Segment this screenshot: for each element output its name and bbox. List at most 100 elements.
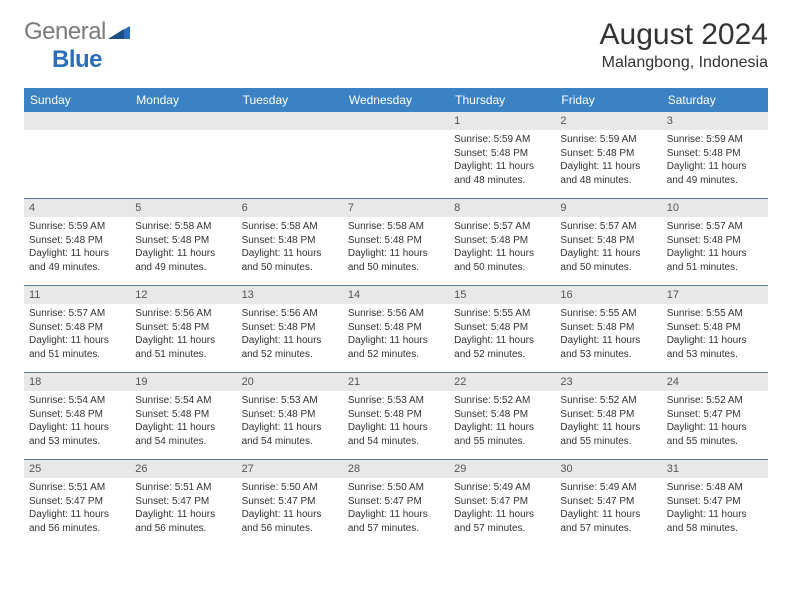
day-details: Sunrise: 5:53 AMSunset: 5:48 PMDaylight:… <box>343 391 449 454</box>
calendar-week: 25Sunrise: 5:51 AMSunset: 5:47 PMDayligh… <box>24 460 768 546</box>
daylight-text: Daylight: 11 hours and 53 minutes. <box>560 334 656 361</box>
day-number: 9 <box>555 199 661 217</box>
weekday-header: Sunday <box>24 88 130 112</box>
day-number: 31 <box>662 460 768 478</box>
daylight-text: Daylight: 11 hours and 52 minutes. <box>348 334 444 361</box>
day-number: 30 <box>555 460 661 478</box>
day-cell <box>343 112 449 198</box>
day-details: Sunrise: 5:52 AMSunset: 5:47 PMDaylight:… <box>662 391 768 454</box>
sunset-text: Sunset: 5:47 PM <box>135 495 231 509</box>
sunrise-text: Sunrise: 5:53 AM <box>242 394 338 408</box>
month-title: August 2024 <box>600 18 768 52</box>
weekday-header: Saturday <box>662 88 768 112</box>
day-cell <box>24 112 130 198</box>
day-details: Sunrise: 5:57 AMSunset: 5:48 PMDaylight:… <box>24 304 130 367</box>
day-details: Sunrise: 5:55 AMSunset: 5:48 PMDaylight:… <box>449 304 555 367</box>
day-cell: 10Sunrise: 5:57 AMSunset: 5:48 PMDayligh… <box>662 199 768 285</box>
calendar-week: 4Sunrise: 5:59 AMSunset: 5:48 PMDaylight… <box>24 199 768 286</box>
day-details: Sunrise: 5:57 AMSunset: 5:48 PMDaylight:… <box>662 217 768 280</box>
day-details: Sunrise: 5:56 AMSunset: 5:48 PMDaylight:… <box>130 304 236 367</box>
sunset-text: Sunset: 5:48 PM <box>348 234 444 248</box>
sunset-text: Sunset: 5:48 PM <box>560 321 656 335</box>
daylight-text: Daylight: 11 hours and 56 minutes. <box>29 508 125 535</box>
daylight-text: Daylight: 11 hours and 57 minutes. <box>348 508 444 535</box>
sunset-text: Sunset: 5:47 PM <box>667 408 763 422</box>
sunrise-text: Sunrise: 5:56 AM <box>242 307 338 321</box>
day-details: Sunrise: 5:52 AMSunset: 5:48 PMDaylight:… <box>555 391 661 454</box>
day-details: Sunrise: 5:51 AMSunset: 5:47 PMDaylight:… <box>130 478 236 541</box>
day-details: Sunrise: 5:53 AMSunset: 5:48 PMDaylight:… <box>237 391 343 454</box>
daylight-text: Daylight: 11 hours and 49 minutes. <box>135 247 231 274</box>
sunset-text: Sunset: 5:47 PM <box>560 495 656 509</box>
day-details: Sunrise: 5:49 AMSunset: 5:47 PMDaylight:… <box>555 478 661 541</box>
day-cell: 5Sunrise: 5:58 AMSunset: 5:48 PMDaylight… <box>130 199 236 285</box>
sunset-text: Sunset: 5:48 PM <box>242 408 338 422</box>
day-number: 11 <box>24 286 130 304</box>
sunset-text: Sunset: 5:47 PM <box>348 495 444 509</box>
sunrise-text: Sunrise: 5:59 AM <box>29 220 125 234</box>
day-cell: 15Sunrise: 5:55 AMSunset: 5:48 PMDayligh… <box>449 286 555 372</box>
sunset-text: Sunset: 5:48 PM <box>348 408 444 422</box>
day-details: Sunrise: 5:59 AMSunset: 5:48 PMDaylight:… <box>24 217 130 280</box>
daylight-text: Daylight: 11 hours and 51 minutes. <box>135 334 231 361</box>
day-number <box>24 112 130 130</box>
day-number: 3 <box>662 112 768 130</box>
day-number: 13 <box>237 286 343 304</box>
sunset-text: Sunset: 5:48 PM <box>135 408 231 422</box>
day-cell: 24Sunrise: 5:52 AMSunset: 5:47 PMDayligh… <box>662 373 768 459</box>
sunset-text: Sunset: 5:47 PM <box>454 495 550 509</box>
day-cell: 31Sunrise: 5:48 AMSunset: 5:47 PMDayligh… <box>662 460 768 546</box>
sunrise-text: Sunrise: 5:57 AM <box>560 220 656 234</box>
day-cell: 13Sunrise: 5:56 AMSunset: 5:48 PMDayligh… <box>237 286 343 372</box>
day-cell: 6Sunrise: 5:58 AMSunset: 5:48 PMDaylight… <box>237 199 343 285</box>
daylight-text: Daylight: 11 hours and 52 minutes. <box>454 334 550 361</box>
sunset-text: Sunset: 5:48 PM <box>454 147 550 161</box>
day-cell: 21Sunrise: 5:53 AMSunset: 5:48 PMDayligh… <box>343 373 449 459</box>
day-cell: 23Sunrise: 5:52 AMSunset: 5:48 PMDayligh… <box>555 373 661 459</box>
sunrise-text: Sunrise: 5:56 AM <box>135 307 231 321</box>
day-cell: 1Sunrise: 5:59 AMSunset: 5:48 PMDaylight… <box>449 112 555 198</box>
logo-triangle-icon <box>108 18 130 46</box>
day-details: Sunrise: 5:55 AMSunset: 5:48 PMDaylight:… <box>662 304 768 367</box>
day-cell: 8Sunrise: 5:57 AMSunset: 5:48 PMDaylight… <box>449 199 555 285</box>
day-number: 12 <box>130 286 236 304</box>
daylight-text: Daylight: 11 hours and 50 minutes. <box>560 247 656 274</box>
sunset-text: Sunset: 5:48 PM <box>560 408 656 422</box>
sunrise-text: Sunrise: 5:54 AM <box>29 394 125 408</box>
day-details: Sunrise: 5:52 AMSunset: 5:48 PMDaylight:… <box>449 391 555 454</box>
day-number: 27 <box>237 460 343 478</box>
sunrise-text: Sunrise: 5:52 AM <box>560 394 656 408</box>
daylight-text: Daylight: 11 hours and 49 minutes. <box>29 247 125 274</box>
day-number <box>237 112 343 130</box>
sunrise-text: Sunrise: 5:58 AM <box>348 220 444 234</box>
daylight-text: Daylight: 11 hours and 50 minutes. <box>454 247 550 274</box>
day-number: 10 <box>662 199 768 217</box>
day-details: Sunrise: 5:56 AMSunset: 5:48 PMDaylight:… <box>237 304 343 367</box>
daylight-text: Daylight: 11 hours and 57 minutes. <box>454 508 550 535</box>
day-number: 15 <box>449 286 555 304</box>
daylight-text: Daylight: 11 hours and 53 minutes. <box>667 334 763 361</box>
sunrise-text: Sunrise: 5:57 AM <box>29 307 125 321</box>
day-cell: 2Sunrise: 5:59 AMSunset: 5:48 PMDaylight… <box>555 112 661 198</box>
weekday-header: Monday <box>130 88 236 112</box>
day-cell: 29Sunrise: 5:49 AMSunset: 5:47 PMDayligh… <box>449 460 555 546</box>
daylight-text: Daylight: 11 hours and 54 minutes. <box>242 421 338 448</box>
sunrise-text: Sunrise: 5:59 AM <box>667 133 763 147</box>
day-number: 16 <box>555 286 661 304</box>
calendar-week: 1Sunrise: 5:59 AMSunset: 5:48 PMDaylight… <box>24 112 768 199</box>
daylight-text: Daylight: 11 hours and 54 minutes. <box>348 421 444 448</box>
weekday-header: Tuesday <box>237 88 343 112</box>
sunrise-text: Sunrise: 5:56 AM <box>348 307 444 321</box>
day-number: 7 <box>343 199 449 217</box>
sunset-text: Sunset: 5:48 PM <box>135 321 231 335</box>
weekday-header-row: SundayMondayTuesdayWednesdayThursdayFrid… <box>24 88 768 112</box>
daylight-text: Daylight: 11 hours and 57 minutes. <box>560 508 656 535</box>
sunrise-text: Sunrise: 5:58 AM <box>242 220 338 234</box>
day-details: Sunrise: 5:54 AMSunset: 5:48 PMDaylight:… <box>130 391 236 454</box>
day-number: 8 <box>449 199 555 217</box>
sunset-text: Sunset: 5:48 PM <box>667 321 763 335</box>
day-details: Sunrise: 5:54 AMSunset: 5:48 PMDaylight:… <box>24 391 130 454</box>
sunset-text: Sunset: 5:48 PM <box>242 234 338 248</box>
daylight-text: Daylight: 11 hours and 49 minutes. <box>667 160 763 187</box>
day-details: Sunrise: 5:50 AMSunset: 5:47 PMDaylight:… <box>343 478 449 541</box>
